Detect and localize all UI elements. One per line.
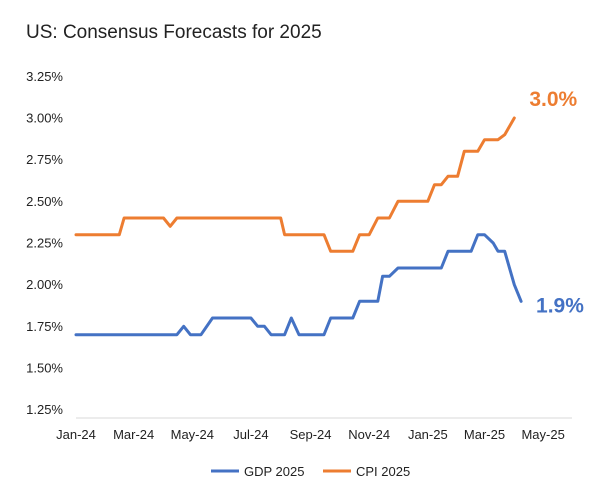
x-tick-label: Jan-25 [408,427,448,442]
series-end-labels: 1.9% 3.0% [529,88,584,317]
series-end-label: 1.9% [536,294,584,317]
x-tick-label: Mar-25 [464,427,505,442]
x-tick-label: Mar-24 [113,427,154,442]
y-tick-label: 2.50% [26,194,63,209]
x-tick-label: Jan-24 [56,427,96,442]
x-tick-label: May-25 [521,427,564,442]
legend: GDP 2025 CPI 2025 [211,464,410,479]
series-lines [74,116,523,337]
x-tick-label: Jul-24 [233,427,268,442]
x-tick-label: Nov-24 [348,427,390,442]
series-end-label: 3.0% [529,88,577,111]
x-tick-label: May-24 [171,427,214,442]
y-tick-label: 2.25% [26,236,63,251]
y-tick-label: 3.00% [26,111,63,126]
chart-title: US: Consensus Forecasts for 2025 [26,22,322,43]
x-axis-tick-labels: Jan-24 Mar-24 May-24 Jul-24 Sep-24 Nov-24 Jan-… [56,427,565,442]
y-tick-label: 1.50% [26,361,63,376]
y-tick-label: 1.25% [26,402,63,417]
series-line-gdp [74,233,523,337]
y-tick-label: 1.75% [26,319,63,334]
legend-label: CPI 2025 [356,464,410,479]
y-tick-label: 2.00% [26,277,63,292]
y-tick-label: 2.75% [26,152,63,167]
y-tick-label: 3.25% [26,69,63,84]
legend-label: GDP 2025 [244,464,304,479]
series-line-cpi [74,116,516,253]
y-axis-tick-labels: 1.25% 1.50% 1.75% 2.00% 2.25% 2.50% 2.75% 3.00%… [26,69,63,417]
x-tick-label: Sep-24 [290,427,332,442]
